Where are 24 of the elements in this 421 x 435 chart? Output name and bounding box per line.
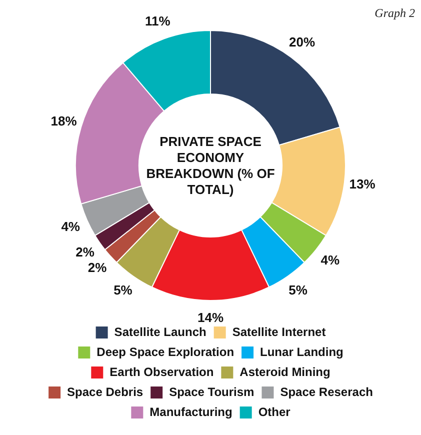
data-label: 13% (349, 176, 376, 192)
data-label: 18% (50, 114, 78, 129)
legend-label: Deep Space Exploration (96, 344, 234, 359)
legend-label: Satellite Internet (232, 324, 326, 339)
data-label: 11% (145, 13, 171, 28)
legend-label: Space Reserach (280, 384, 373, 399)
data-label: 4% (61, 219, 80, 234)
data-label: 2% (76, 244, 95, 260)
data-label: 4% (320, 252, 340, 268)
data-label: 2% (88, 260, 108, 275)
legend-label: Asteroid Mining (240, 364, 330, 379)
legend-label: Earth Observation (110, 364, 214, 379)
data-label: 5% (114, 282, 133, 298)
legend-label: Lunar Landing (260, 344, 344, 359)
legend-label: Manufacturing (150, 404, 232, 419)
legend-label: Space Debris (67, 384, 144, 399)
legend-label: Satellite Launch (114, 324, 206, 339)
text: PRIVATE SPACE ECONOMY BREAKDOWN (% OF TOTAL) (145, 134, 276, 198)
data-label: 14% (197, 310, 224, 326)
legend-label: Space Tourism (169, 384, 254, 399)
data-label: 20% (288, 34, 316, 50)
data-label: 5% (288, 282, 308, 298)
caption: Graph 2 (374, 6, 415, 21)
legend-label: Other (258, 404, 291, 419)
